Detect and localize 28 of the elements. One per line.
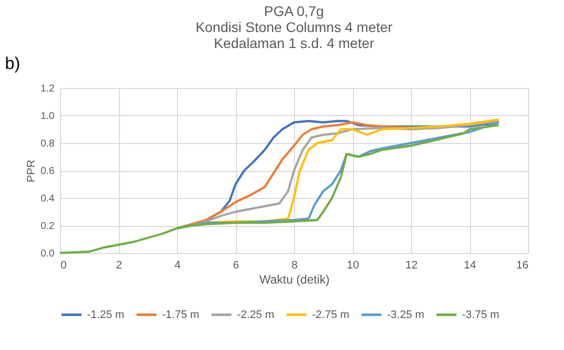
y-tick-label: 0.2 — [40, 221, 55, 232]
chart-title: PGA 0,7g — [264, 3, 324, 19]
legend-label: -2.25 m — [237, 308, 274, 321]
text: b) — [5, 54, 20, 73]
legend-label: -3.25 m — [387, 308, 424, 321]
y-axis-title: PPR — [26, 160, 38, 182]
y-tick-label: 0.0 — [40, 248, 55, 260]
legend-label: -3.75 m — [462, 308, 500, 321]
x-tick-label: 4 — [174, 260, 181, 272]
line-series — [58, 124, 500, 254]
y-tick-label: 1.0 — [40, 111, 55, 122]
x-tick-label: 16 — [516, 260, 528, 272]
legend-label: -1.75 m — [162, 308, 200, 321]
legend-label: -1.25 m — [87, 308, 124, 321]
x-tick-label: 2 — [116, 260, 122, 272]
x-tick-label: 0 — [60, 260, 67, 272]
y-tick-label: 0.4 — [40, 194, 55, 204]
x-tick-label: 10 — [346, 260, 360, 272]
x-tick-label: 6 — [232, 260, 240, 272]
y-tick-label: 0.8 — [40, 138, 55, 150]
x-tick-label: 8 — [291, 260, 298, 272]
x-tick-label: 12 — [405, 260, 418, 272]
x-axis-title: Waktu (detik) — [259, 272, 330, 286]
x-tick-label: 14 — [464, 260, 476, 272]
chart-subtitle: Kondisi Stone Columns 4 meter Kedalaman 1 s.d. 4 meter — [196, 19, 393, 51]
legend-label: -2.75 m — [312, 308, 350, 321]
y-tick-label: 0.6 — [40, 166, 55, 177]
y-tick-label: 1.2 — [40, 84, 55, 94]
